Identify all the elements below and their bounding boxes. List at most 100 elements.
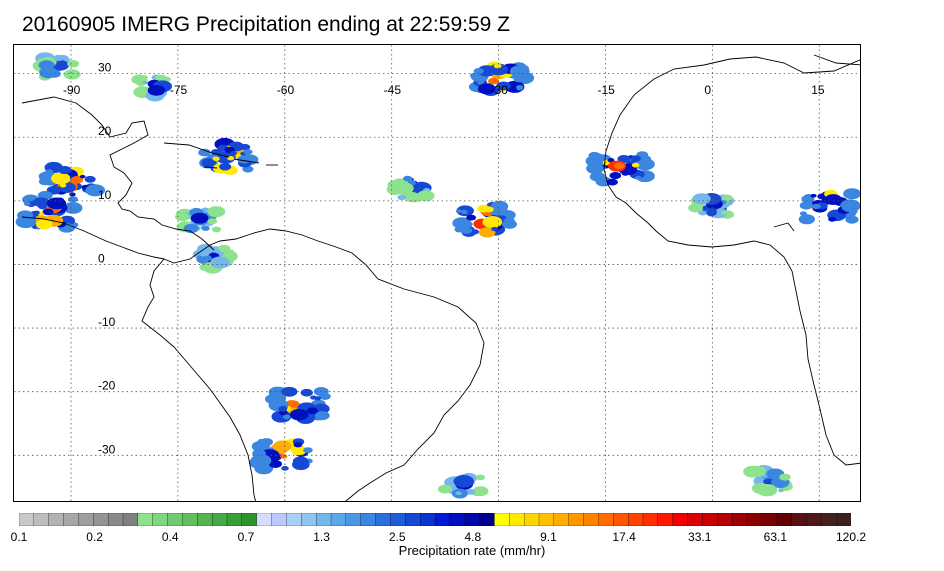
precip-blob bbox=[798, 214, 816, 225]
precip-blob bbox=[845, 215, 859, 224]
colorbar-tick-label: 63.1 bbox=[763, 530, 788, 544]
precip-blob bbox=[215, 249, 221, 253]
colorbar-swatch bbox=[63, 513, 79, 526]
precip-blob bbox=[207, 206, 226, 218]
precip-blob bbox=[635, 158, 655, 171]
precip-blob bbox=[268, 393, 287, 404]
precip-blob bbox=[190, 212, 209, 224]
lat-label: 20 bbox=[98, 124, 112, 138]
precip-blob bbox=[503, 217, 515, 224]
precipitation-layer bbox=[15, 52, 860, 499]
colorbar-swatch bbox=[197, 513, 213, 526]
colorbar-swatch bbox=[167, 513, 183, 526]
precip-blob bbox=[613, 162, 625, 170]
precip-blob bbox=[455, 491, 462, 496]
colorbar-swatch bbox=[152, 513, 169, 526]
colorbar-swatch bbox=[271, 513, 287, 526]
colorbar-tick-label: 4.8 bbox=[464, 530, 482, 544]
precip-blob bbox=[310, 395, 317, 400]
precip-blob bbox=[46, 197, 67, 210]
precip-blob bbox=[635, 175, 642, 180]
colorbar-swatch bbox=[553, 513, 570, 526]
colorbar-swatch bbox=[746, 513, 763, 526]
precip-blob bbox=[15, 215, 37, 229]
coastline-central-america bbox=[21, 96, 215, 251]
precip-blob bbox=[293, 442, 303, 448]
precip-blob bbox=[63, 69, 81, 80]
colorbar-swatch bbox=[345, 513, 362, 526]
colorbar-swatch bbox=[687, 513, 703, 526]
colorbar-swatch bbox=[464, 513, 481, 526]
precip-blob bbox=[491, 226, 499, 232]
precip-blob bbox=[217, 244, 231, 253]
colorbar-tick-label: 0.2 bbox=[86, 530, 103, 544]
colorbar-swatch bbox=[568, 513, 585, 526]
lon-label: -15 bbox=[597, 83, 615, 97]
colorbar-swatch bbox=[583, 513, 599, 526]
colorbar-swatch bbox=[375, 513, 391, 526]
graticule bbox=[14, 45, 860, 501]
precip-blob bbox=[477, 83, 496, 95]
precip-blob bbox=[243, 149, 253, 155]
precip-blob bbox=[442, 486, 453, 493]
precip-blob bbox=[210, 256, 230, 269]
map-canvas: -90 -75 -60 -45 -30 -15 0 15 30 20 10 0 -10 -20 -30 bbox=[14, 45, 860, 501]
colorbar-tick-label: 2.5 bbox=[388, 530, 406, 544]
colorbar-swatch bbox=[19, 513, 35, 526]
lon-label: -30 bbox=[491, 83, 509, 97]
precip-blob bbox=[63, 202, 83, 214]
colorbar-swatch bbox=[137, 513, 154, 526]
precip-blob bbox=[453, 474, 474, 488]
precip-blob bbox=[306, 407, 318, 415]
lat-label: 0 bbox=[98, 251, 105, 265]
precip-blob bbox=[175, 212, 190, 222]
precip-blob bbox=[469, 73, 478, 78]
precip-blob bbox=[473, 68, 484, 75]
colorbar-swatch bbox=[835, 513, 851, 526]
precip-blob bbox=[69, 192, 76, 197]
precip-blob bbox=[141, 75, 148, 80]
precip-blob bbox=[199, 148, 210, 156]
precip-blob bbox=[778, 488, 784, 493]
precip-blob bbox=[250, 454, 272, 467]
precip-blob bbox=[472, 486, 489, 497]
colorbar-swatches bbox=[19, 513, 851, 526]
colorbar-tick-label: 17.4 bbox=[612, 530, 636, 544]
colorbar-swatch bbox=[776, 513, 793, 526]
colorbar-swatch bbox=[613, 513, 629, 526]
precip-blob bbox=[215, 140, 223, 145]
colorbar bbox=[19, 513, 851, 526]
colorbar-swatch bbox=[791, 513, 807, 526]
colorbar-swatch bbox=[672, 513, 689, 526]
colorbar-swatch bbox=[419, 513, 436, 526]
coastline-south-america bbox=[163, 228, 485, 501]
precip-blob bbox=[416, 190, 435, 202]
precip-blob bbox=[79, 174, 86, 179]
precip-blob bbox=[698, 210, 707, 216]
precip-blob bbox=[606, 178, 618, 186]
precip-blob bbox=[630, 155, 641, 162]
precip-blob bbox=[207, 218, 218, 225]
colorbar-swatch bbox=[731, 513, 748, 526]
colorbar-swatch bbox=[107, 513, 124, 526]
colorbar-swatch bbox=[211, 513, 228, 526]
lon-label: -90 bbox=[63, 83, 81, 97]
precip-blob bbox=[722, 194, 733, 202]
lon-label: -75 bbox=[170, 83, 188, 97]
precip-blob bbox=[779, 473, 791, 481]
colorbar-swatch bbox=[642, 513, 659, 526]
colorbar-swatch bbox=[182, 513, 198, 526]
colorbar-swatch bbox=[627, 513, 644, 526]
colorbar-swatch bbox=[538, 513, 555, 526]
precip-blob bbox=[212, 156, 220, 161]
precip-blob bbox=[300, 388, 313, 397]
precip-blob bbox=[23, 201, 31, 206]
colorbar-swatch bbox=[360, 513, 377, 526]
lat-label: -10 bbox=[98, 315, 116, 329]
axis-labels: -90 -75 -60 -45 -30 -15 0 15 30 20 10 0 -10 -20 -30 bbox=[63, 61, 825, 457]
precip-blob bbox=[617, 154, 631, 163]
precip-blob bbox=[799, 201, 814, 210]
precip-blob bbox=[42, 208, 54, 216]
colorbar-swatch bbox=[122, 513, 139, 526]
lat-label: 10 bbox=[98, 188, 112, 202]
